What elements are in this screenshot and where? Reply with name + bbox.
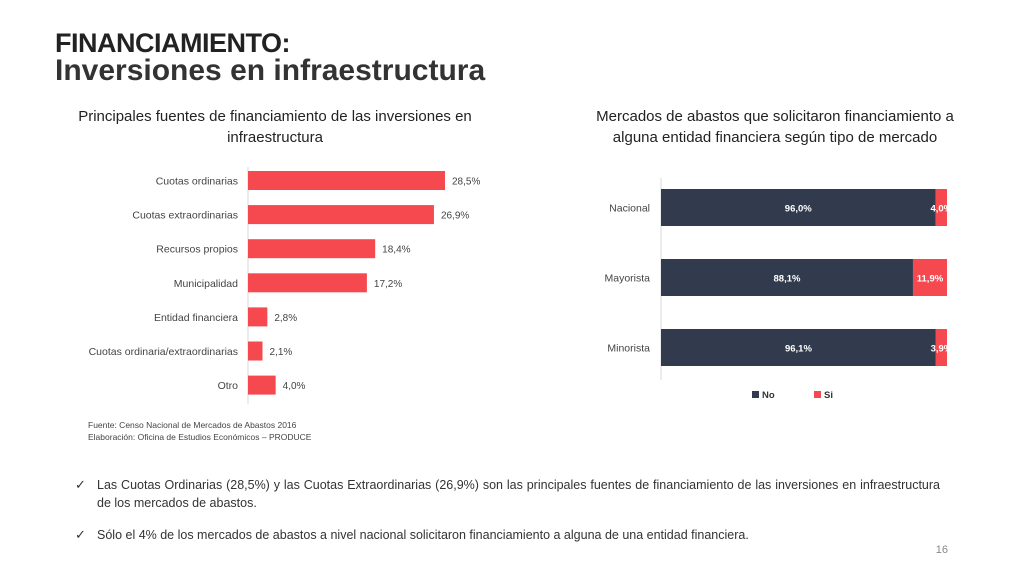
bar-segment — [661, 189, 936, 226]
data-label: 11,9% — [917, 274, 944, 285]
bar-segment — [935, 329, 947, 366]
category-label: Cuotas extraordinarias — [132, 210, 238, 222]
source-line: Fuente: Censo Nacional de Mercados de Ab… — [88, 420, 297, 430]
bar-segment — [661, 259, 913, 296]
bar-segment — [935, 189, 947, 226]
legend-swatch — [814, 391, 821, 398]
data-label: 28,5% — [452, 177, 480, 188]
bar-segment — [661, 329, 936, 366]
data-label: 4,0% — [930, 204, 952, 215]
data-label: 96,0% — [785, 204, 812, 215]
category-label: Cuotas ordinaria/extraordinarias — [89, 346, 238, 358]
bar — [248, 307, 268, 327]
slide-title: FINANCIAMIENTO: — [55, 28, 291, 58]
data-label: 2,1% — [270, 347, 293, 358]
data-label: 2,8% — [274, 313, 297, 324]
bar — [248, 375, 276, 395]
data-label: 26,9% — [441, 211, 469, 222]
data-label: 18,4% — [382, 245, 410, 256]
legend-label: Si — [824, 390, 833, 401]
right-chart-title: Mercados de abastos que solicitaron fina… — [596, 108, 954, 146]
left-chart-title: Principales fuentes de financiamiento de… — [78, 108, 472, 146]
category-label: Recursos propios — [156, 244, 238, 256]
bar-segment — [912, 259, 947, 296]
bar — [248, 341, 263, 361]
category-label: Nacional — [609, 203, 650, 215]
checkmark-icon: ✓ — [75, 477, 86, 492]
category-label: Mayorista — [604, 273, 650, 285]
bar — [248, 273, 367, 293]
category-label: Minorista — [607, 343, 650, 355]
data-label: 96,1% — [785, 344, 812, 355]
category-label: Municipalidad — [174, 278, 238, 290]
bar — [248, 239, 376, 259]
bullet-text: Las Cuotas Ordinarias (28,5%) y las Cuot… — [97, 478, 940, 510]
data-label: 88,1% — [774, 274, 801, 285]
bullet-item: ✓ Sólo el 4% de los mercados de abastos … — [75, 526, 940, 544]
category-label: Entidad financiera — [154, 312, 238, 324]
category-label: Otro — [218, 380, 239, 392]
elaboration-line: Elaboración: Oficina de Estudios Económi… — [88, 432, 312, 442]
data-label: 3,9% — [931, 344, 953, 355]
bullet-text: Sólo el 4% de los mercados de abastos a … — [97, 528, 749, 542]
category-label: Cuotas ordinarias — [156, 176, 238, 188]
page-number: 16 — [935, 544, 948, 556]
legend-label: No — [762, 390, 775, 401]
source-note: Fuente: Censo Nacional de Mercados de Ab… — [88, 419, 311, 443]
bar — [248, 171, 445, 190]
bar — [248, 205, 434, 225]
legend-swatch — [752, 391, 759, 398]
bullet-item: ✓ Las Cuotas Ordinarias (28,5%) y las Cu… — [75, 476, 940, 512]
checkmark-icon: ✓ — [75, 527, 86, 542]
slide-subtitle: Inversiones en infraestructura — [55, 54, 486, 87]
data-label: 17,2% — [374, 279, 402, 290]
data-label: 4,0% — [283, 381, 306, 392]
